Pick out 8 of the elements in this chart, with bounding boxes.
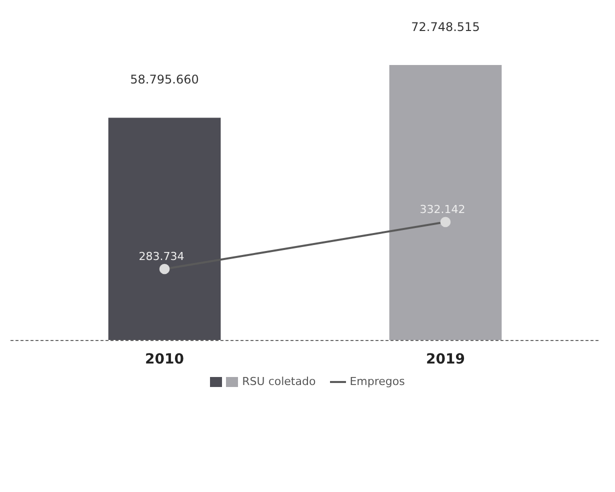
x-tick-label: 2019 xyxy=(426,352,465,368)
x-tick-label: 2010 xyxy=(145,352,184,368)
data-label: 72.748.515 xyxy=(411,20,480,34)
legend-label: RSU coletado xyxy=(242,375,316,388)
data-label: 332.142 xyxy=(420,203,466,216)
data-label: 58.795.660 xyxy=(130,72,199,87)
legend-label: Empregos xyxy=(350,375,405,388)
data-label: 283.734 xyxy=(138,250,184,263)
